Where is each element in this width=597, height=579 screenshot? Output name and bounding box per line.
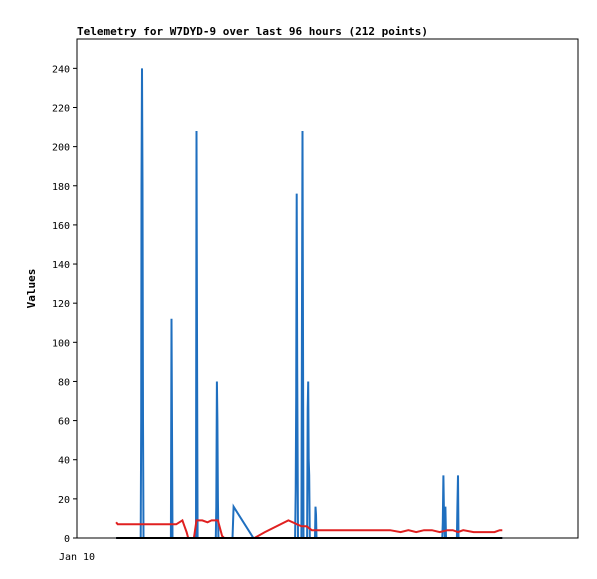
y-tick-label: 40 [58,456,70,467]
y-tick-label: 160 [52,221,70,232]
series-layer [115,68,503,539]
x-axis: Jan 10 [59,552,95,563]
y-tick-label: 240 [52,64,70,75]
chart-title: Telemetry for W7DYD-9 over last 96 hours… [77,25,428,38]
y-axis-label: Values [25,269,38,309]
y-tick-label: 120 [52,299,70,310]
plot-frame [76,38,579,539]
y-axis: 0 20 40 60 80 100 120 140 160 180 200 220 240 [52,64,77,545]
y-tick-label: 180 [52,182,70,193]
y-tick-label: 200 [52,143,70,154]
y-tick-label: 20 [58,495,70,506]
y-tick-label: 80 [58,377,70,388]
x-tick-label: Jan 10 [59,552,95,563]
y-tick-label: 220 [52,103,70,114]
y-tick-label: 100 [52,338,70,349]
series-line-blue [116,68,503,539]
y-tick-label: 140 [52,260,70,271]
y-tick-label: 0 [64,534,70,545]
series-line-red [115,518,503,539]
y-tick-label: 60 [58,417,70,428]
